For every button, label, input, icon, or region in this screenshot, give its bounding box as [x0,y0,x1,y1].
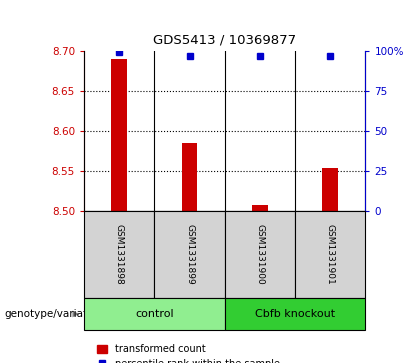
Legend: transformed count, percentile rank within the sample: transformed count, percentile rank withi… [97,344,280,363]
Text: GSM1331898: GSM1331898 [115,224,123,285]
Text: Cbfb knockout: Cbfb knockout [255,309,335,319]
Bar [182,143,197,211]
Text: control: control [135,309,173,319]
Bar [111,59,127,211]
Title: GDS5413 / 10369877: GDS5413 / 10369877 [153,34,296,47]
Text: GSM1331899: GSM1331899 [185,224,194,285]
Bar [323,168,338,211]
Text: GSM1331901: GSM1331901 [326,224,335,285]
Bar [252,205,268,211]
Text: genotype/variation: genotype/variation [4,309,103,319]
Text: GSM1331900: GSM1331900 [255,224,264,285]
